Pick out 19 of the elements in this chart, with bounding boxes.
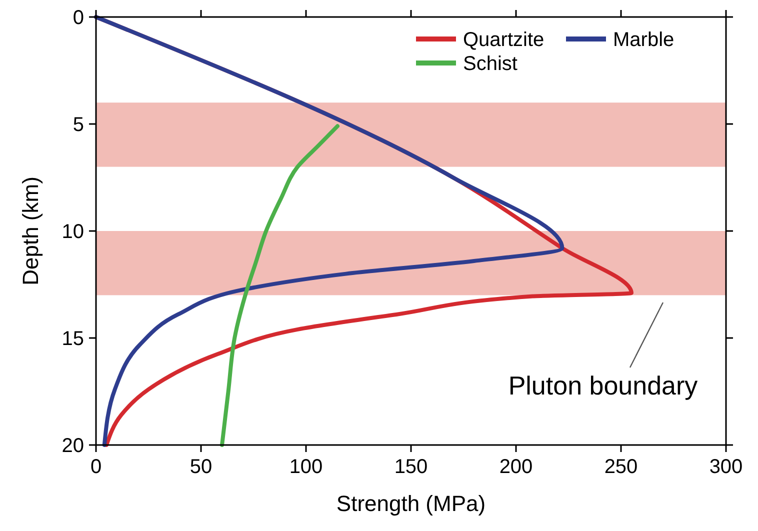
- x-tick-label: 100: [289, 456, 323, 478]
- legend-label: Schist: [463, 53, 518, 75]
- annotation: Pluton boundary: [508, 370, 698, 400]
- x-axis-title: Strength (MPa): [336, 491, 486, 516]
- y-axis-title: Depth (km): [18, 176, 43, 286]
- y-tick-label: 0: [72, 7, 84, 29]
- x-tick-label: 250: [604, 456, 638, 478]
- legend-label: Marble: [613, 29, 674, 51]
- y-tick-label: 20: [62, 435, 84, 457]
- x-tick-label: 50: [190, 456, 212, 478]
- legend-label: Quartzite: [463, 29, 544, 51]
- y-tick-label: 10: [62, 221, 84, 243]
- y-tick-label: 5: [72, 114, 84, 136]
- x-tick-label: 200: [499, 456, 533, 478]
- x-tick-label: 150: [394, 456, 428, 478]
- y-tick-label: 15: [62, 328, 84, 350]
- x-tick-label: 300: [709, 456, 743, 478]
- line-series: [220, 124, 340, 447]
- x-tick-label: 0: [90, 456, 102, 478]
